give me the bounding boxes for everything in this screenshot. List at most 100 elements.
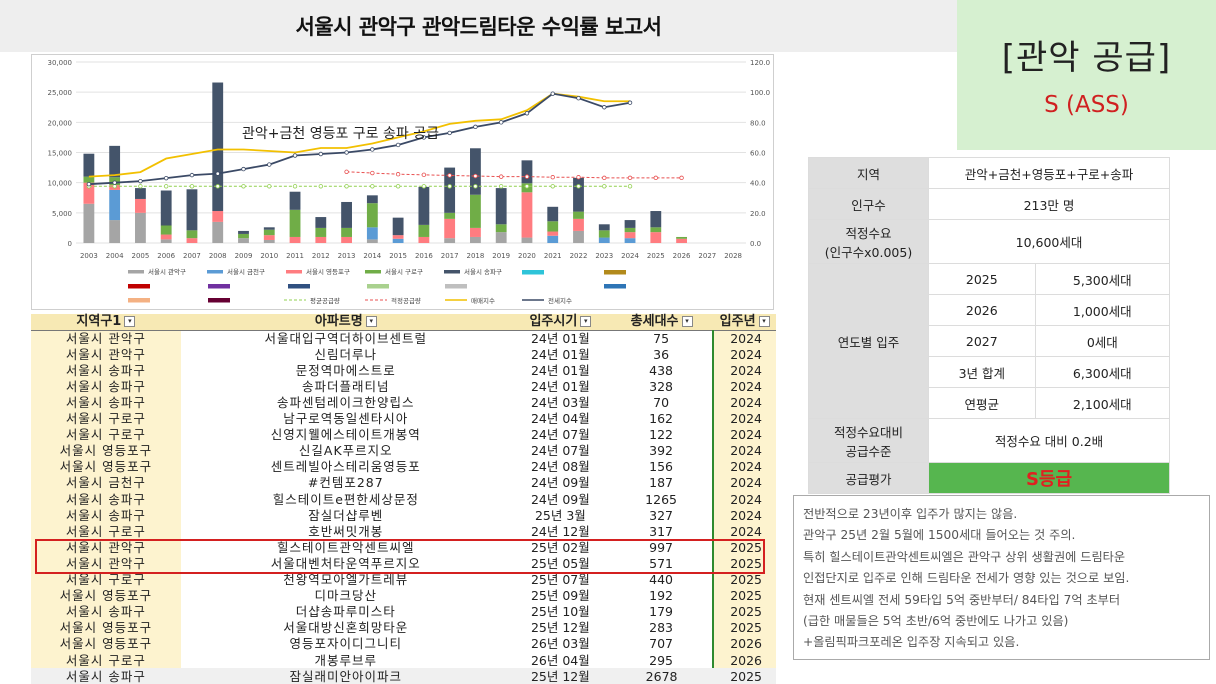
cell-region: 서울시 송파구	[31, 378, 181, 395]
bar-segment	[263, 235, 275, 240]
report-title-bar: 서울시 관악구 관악드림타운 수익률 보고서	[0, 0, 957, 52]
cell-apartment: 서울대입구역더하이브센트럴	[264, 330, 428, 346]
y-right-tick-label: 0.0	[750, 240, 761, 248]
header-units[interactable]: 총세대수 ▾	[609, 314, 714, 331]
x-tick-label: 2008	[209, 252, 227, 260]
series-point	[576, 96, 581, 101]
filter-icon[interactable]: ▾	[681, 316, 693, 328]
series-point	[473, 184, 478, 189]
bar-segment	[341, 227, 352, 237]
cell-units: 187	[649, 475, 674, 491]
header-region[interactable]: 지역구1 ▾	[31, 314, 181, 331]
filter-icon[interactable]: ▾	[124, 316, 136, 328]
bar-segment	[160, 225, 172, 235]
legend-swatch	[445, 284, 467, 289]
yearly-value: 1,000세대	[1034, 294, 1171, 326]
series-point	[473, 124, 478, 130]
bar-segment	[573, 177, 584, 212]
summary-row-yearly: 3년 합계 6,300세대	[809, 356, 1171, 388]
cell-apartment: #컨템포287	[307, 475, 384, 491]
series-point	[163, 175, 169, 181]
cell-year: 2024	[712, 410, 776, 427]
cell-apartment: 서울대방신혼희망타운	[283, 620, 409, 636]
summary-row-eval: 공급평가 S등급	[808, 462, 1170, 494]
y-left-tick-label: 0	[68, 240, 72, 248]
header-year[interactable]: 입주년 ▾	[713, 314, 776, 331]
header-apartment[interactable]: 아파트명 ▾	[180, 314, 511, 331]
cell-year: 2024	[712, 362, 776, 379]
bar-segment	[341, 236, 352, 243]
legend-swatch	[208, 284, 230, 289]
bar-segment	[470, 227, 481, 237]
cell-move-in: 24년 04월	[530, 411, 590, 427]
cell-move-in: 26년 03월	[530, 636, 590, 652]
series-point	[163, 184, 169, 189]
bar-segment	[238, 233, 249, 239]
bar-segment	[109, 220, 121, 243]
filter-icon[interactable]: ▾	[365, 316, 377, 328]
bar-segment	[547, 206, 559, 222]
x-tick-label: 2028	[724, 252, 742, 260]
bar-segment	[212, 82, 224, 212]
region-value: 관악+금천+영등포+구로+송파	[928, 157, 1170, 189]
bar-segment	[676, 236, 687, 239]
x-tick-label: 2019	[492, 252, 510, 260]
series-point	[344, 150, 349, 155]
bar-segment	[160, 239, 172, 243]
x-tick-label: 2022	[570, 252, 588, 260]
series-point	[447, 184, 452, 189]
legend-swatch	[604, 270, 626, 275]
cell-apartment: 송파더플래티넘	[302, 378, 390, 394]
bar-segment	[444, 167, 456, 213]
cell-apartment: 남구로역동일센타시아	[283, 411, 409, 427]
series-point	[550, 184, 555, 189]
bar-segment	[444, 218, 456, 239]
yearly-value: 5,300세대	[1034, 263, 1171, 295]
y-left-tick-label: 5,000	[52, 210, 72, 218]
cell-region: 서울시 관악구	[31, 539, 181, 556]
x-tick-label: 2011	[286, 252, 304, 260]
table-row: 서울시 구로구 개봉루브루 26년 04월 295 2026	[31, 651, 776, 669]
x-tick-label: 2027	[698, 252, 716, 260]
series-point	[627, 184, 633, 189]
table-row: 서울시 송파구 더샵송파루미스타 25년 10월 179 2025	[31, 603, 776, 620]
x-tick-label: 2007	[183, 252, 201, 260]
series-point	[473, 173, 478, 179]
cell-region: 서울시 영등포구	[31, 458, 181, 475]
header-move-in[interactable]: 입주시기 ▾	[510, 314, 610, 331]
bar-segment	[573, 218, 584, 231]
bar-segment	[186, 238, 198, 243]
table-row: 서울시 송파구 송파더플래티넘 24년 01월 328 2024	[31, 378, 776, 395]
summary-row-yearly: 2027 0세대	[809, 325, 1171, 357]
cell-region: 서울시 송파구	[31, 668, 181, 684]
bar-segment	[186, 230, 198, 239]
table-row: 서울시 송파구 잠실더샵루벤 25년 3월 327 2024	[31, 507, 776, 524]
cell-year: 2025	[712, 603, 776, 620]
series-point	[241, 166, 246, 172]
legend-swatch	[444, 270, 460, 274]
legend-label: 서울시 관악구	[148, 267, 186, 276]
filter-icon[interactable]: ▾	[580, 316, 592, 328]
bar-segment	[650, 232, 662, 243]
bar-segment	[160, 234, 172, 240]
bar-segment	[366, 203, 378, 228]
bar-segment	[135, 212, 146, 243]
yearly-key: 2027	[928, 325, 1036, 357]
cell-move-in: 24년 01월	[530, 378, 590, 394]
note-line: 전반적으로 23년이후 입주가 많지는 않음.	[803, 507, 1018, 521]
bar-segment	[366, 195, 378, 204]
summary-row-yearly: 연평균 2,100세대	[809, 387, 1171, 419]
y-left-tick-label: 15,000	[48, 150, 73, 158]
series-point	[602, 105, 607, 110]
bar-segment	[676, 238, 687, 243]
x-tick-label: 2006	[157, 252, 175, 260]
series-point	[267, 184, 272, 189]
table-row: 서울시 관악구 신림더루나 24년 01월 36 2024	[31, 346, 776, 363]
ratio-value: 적정수요 대비 0.2배	[928, 418, 1170, 463]
cell-move-in: 24년 12월	[530, 523, 590, 539]
filter-icon[interactable]: ▾	[758, 316, 770, 328]
yearly-value: 6,300세대	[1034, 356, 1171, 388]
cell-apartment: 영등포자이디그니티	[289, 636, 403, 652]
x-tick-label: 2005	[132, 252, 150, 260]
cell-region: 서울시 금천구	[31, 474, 181, 492]
